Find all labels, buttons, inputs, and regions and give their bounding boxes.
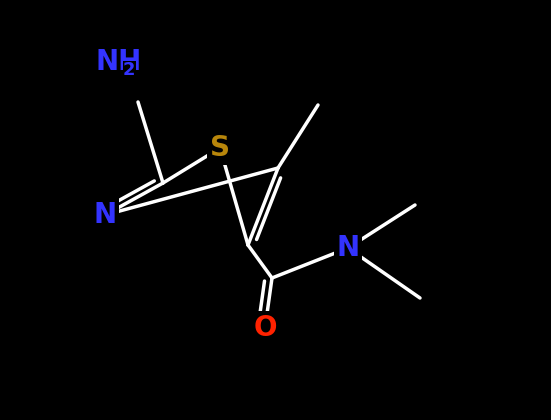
Text: NH: NH <box>95 48 141 76</box>
Text: N: N <box>337 234 360 262</box>
Text: 2: 2 <box>123 61 136 79</box>
Text: O: O <box>253 314 277 342</box>
Text: N: N <box>94 201 117 229</box>
Text: S: S <box>210 134 230 162</box>
